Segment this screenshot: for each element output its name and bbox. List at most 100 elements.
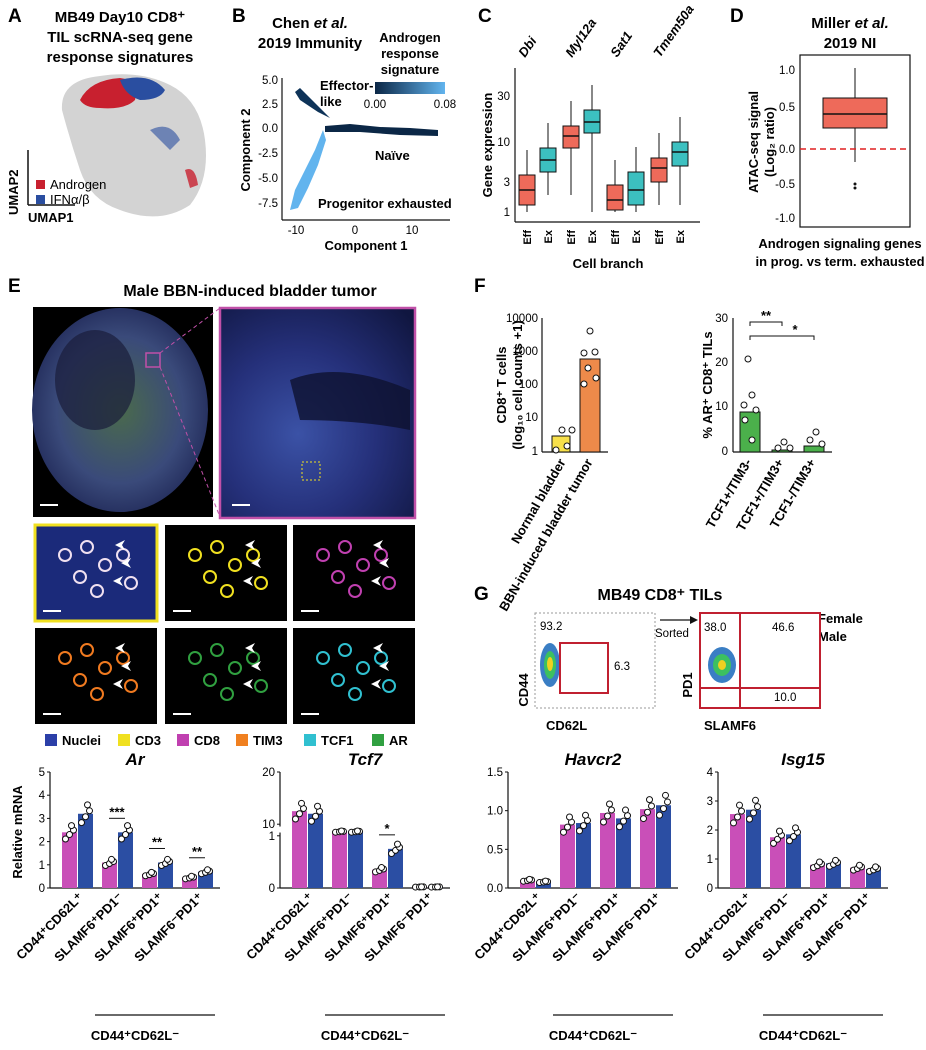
data-point [78,819,85,827]
bar-category-label: SLAMF6⁺PD1⁺ [321,889,396,964]
b-xtick-0: -10 [288,225,305,237]
data-point [86,807,93,815]
arrowhead-icon [113,576,123,586]
bracket-label: CD44⁺CD62L⁻ [321,1028,409,1043]
box-group-label: Ex [543,229,555,243]
channel-tile [35,628,157,724]
bar-male [786,834,801,888]
data-point [730,819,737,827]
arrowhead-icon [373,643,383,653]
channel-tile [293,525,415,621]
cell-marker [73,570,87,584]
data-point [204,866,211,874]
bar-ytick: 0 [269,883,275,895]
b-ytick-4: -5.0 [258,173,278,185]
c-ytick-0: 30 [497,91,510,103]
panel-g-title: MB49 CD8⁺ TILs [598,587,723,604]
legend-label-cd3: CD3 [135,733,161,748]
facs-plot-1 [534,612,656,709]
box-group-label: Eff [654,230,666,245]
data-point [314,802,321,810]
cell-marker [80,643,94,657]
f-sig-1: * [792,322,798,337]
data-point [754,803,761,811]
b-xtick-1: 0 [352,225,358,237]
d-ytick-3: -0.5 [775,179,795,191]
data-point [616,823,623,831]
bar-ytick: 0 [707,883,713,895]
bar-male [576,823,591,888]
bar-category-label: SLAMF6⁻PD1⁺ [799,889,874,964]
panel-a-title-3: response signatures [47,49,194,66]
data-point [656,811,663,819]
d-ytick-1: 0.5 [779,102,795,114]
channel-tiles [33,523,415,724]
data-point [394,840,401,848]
fr-ytick-0: 30 [715,313,728,325]
b-ytick-0: 5.0 [262,75,278,87]
box-group-label: Eff [522,230,534,245]
bar-ytick: 4 [39,790,46,802]
bar-ytick: 4 [707,767,714,779]
bar-male [78,813,93,888]
cell-marker [58,548,72,562]
branch-naive: Naïve [375,148,410,163]
bar-ytick: 0.0 [487,883,503,895]
bar-ytick: 2 [707,825,713,837]
cell-marker [124,576,138,590]
f-ytick-2: 100 [519,379,538,391]
b-ytick-3: -2.5 [258,148,278,160]
facs1-val-0: 93.2 [540,621,562,633]
panel-b-title-2: 2019 Immunity [258,35,363,52]
cell-marker [382,679,396,693]
panel-a-title-1: MB49 Day10 CD8⁺ [55,9,186,26]
cell-marker [98,661,112,675]
bracket-label: CD44⁺CD62L⁻ [549,1028,637,1043]
data-point [418,883,425,891]
box [627,171,645,206]
data-point [68,822,75,830]
data-point [736,801,743,809]
b-ylabel: Component 2 [238,108,253,191]
legend-ifn: IFNα/β [50,192,90,207]
data-point [622,806,629,814]
cell-marker [338,540,352,554]
data-point [606,800,613,808]
arrowhead-icon [251,558,261,568]
data-point [312,812,319,820]
cell-marker [188,651,202,665]
bar-female [600,812,615,888]
bar-chart-title: Ar [125,750,146,769]
bar-ytick: 0 [39,883,45,895]
arrowhead-icon [243,576,253,586]
legend-label-ar: AR [389,733,408,748]
b-ytick-5: -7.5 [258,198,278,210]
tissue-overview-image [32,307,213,517]
data-point [816,858,823,866]
d-caption-2: in prog. vs term. exhausted [755,254,924,269]
cell-marker [124,679,138,693]
data-point [776,827,783,835]
cbar-tick-0: 0.00 [364,99,386,111]
significance-mark: ** [152,834,163,849]
data-point [378,864,385,872]
channel-tile [165,525,287,621]
bracket-label: CD44⁺CD62L⁻ [759,1028,847,1043]
bar-ytick: 20 [262,767,275,779]
channel-tile [293,628,415,724]
data-point [604,812,611,820]
bar-category-label: SLAMF6⁻PD1⁺ [131,889,206,964]
gene-myl12a: Myl12a [562,16,599,60]
cell-marker [203,570,217,584]
legend-label-tim3: TIM3 [253,733,283,748]
bar-male [656,805,671,888]
data-point [734,813,741,821]
bar-ytick: 1 [707,854,713,866]
gene-tmem50a: Tmem50a [650,2,697,60]
data-point [122,831,129,839]
cell-marker [90,584,104,598]
panel-e-title: Male BBN-induced bladder tumor [123,283,376,300]
data-point [792,824,799,832]
bar-category-label: CD44⁺CD62L⁺ [681,889,754,962]
significance-mark: *** [109,804,125,819]
